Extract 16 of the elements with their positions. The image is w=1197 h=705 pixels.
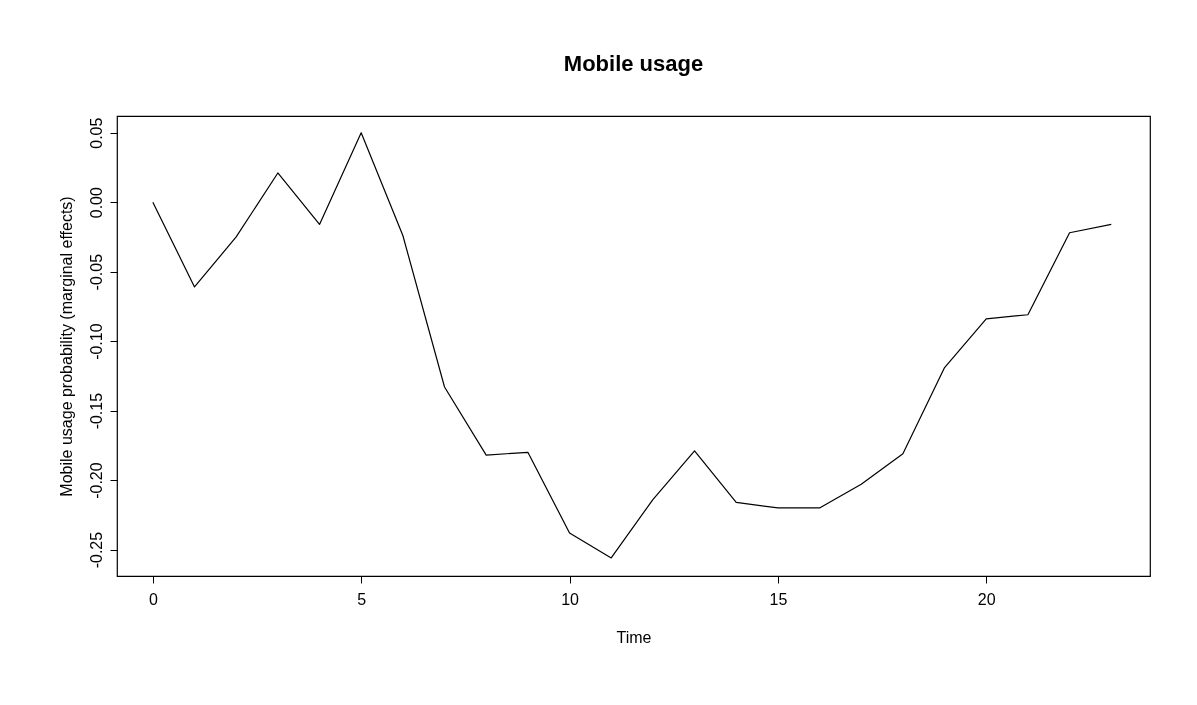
- x-tick-label: 10: [561, 590, 580, 608]
- y-tick-label: -0.25: [87, 531, 105, 569]
- x-tick-label: 5: [357, 590, 367, 608]
- x-tick-label: 15: [769, 590, 788, 608]
- y-tick-label: -0.15: [87, 392, 105, 430]
- y-tick-label: -0.10: [87, 323, 105, 360]
- y-tick-label: -0.20: [87, 462, 105, 499]
- line-series: [152, 132, 1112, 559]
- y-tick-label: 0.00: [87, 186, 105, 219]
- x-axis-title: Time: [616, 628, 652, 646]
- y-axis-title: Mobile usage probability (marginal effects): [57, 196, 75, 497]
- y-tick-label: 0.05: [87, 117, 105, 149]
- x-tick-label: 0: [148, 590, 158, 608]
- y-tick-label: -0.05: [87, 253, 105, 291]
- chart-title: Mobile usage: [563, 51, 704, 76]
- x-tick-label: 20: [977, 590, 996, 608]
